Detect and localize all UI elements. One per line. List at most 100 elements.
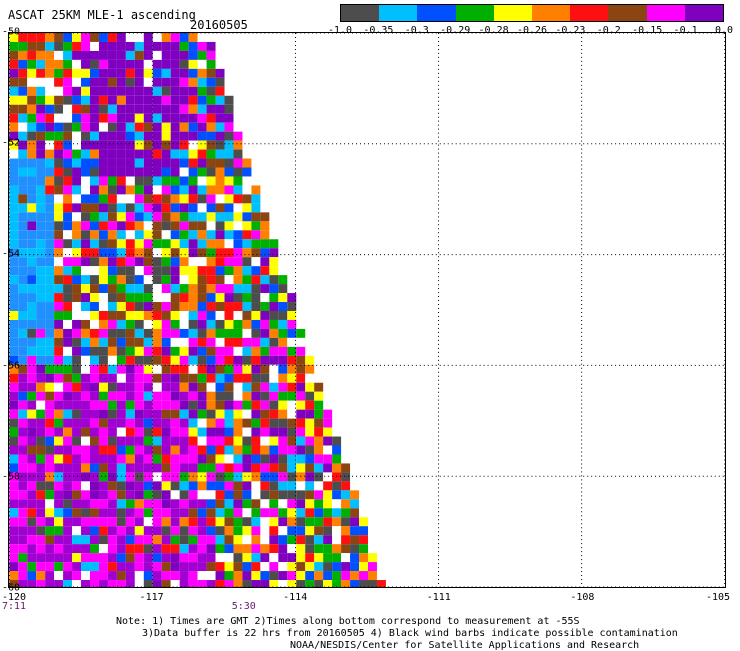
swath-cell xyxy=(18,41,28,51)
swath-cell xyxy=(215,302,225,311)
swath-cell xyxy=(197,562,207,572)
swath-cell xyxy=(81,391,90,401)
swath-cell xyxy=(107,535,117,545)
swath-cell xyxy=(9,535,19,545)
swath-cell xyxy=(54,409,64,419)
swath-cell xyxy=(206,544,216,554)
swath-cell xyxy=(206,508,216,518)
swath-cell xyxy=(72,463,82,473)
swath-cell xyxy=(98,328,108,338)
swath-cell xyxy=(251,212,261,222)
swath-cell xyxy=(143,382,153,392)
swath-cell xyxy=(215,526,225,536)
swath-cell xyxy=(251,391,261,401)
swath-cell xyxy=(197,481,207,491)
swath-cell xyxy=(269,364,279,374)
swath-cell xyxy=(63,302,73,311)
swath-cell xyxy=(278,293,288,303)
swath-cell xyxy=(179,68,189,78)
swath-cell xyxy=(287,346,297,356)
swath-cell xyxy=(305,454,315,464)
swath-cell xyxy=(45,212,55,222)
swath-cell xyxy=(18,463,28,473)
swath-cell xyxy=(36,185,46,195)
swath-cell xyxy=(161,131,171,141)
colorbar-segment xyxy=(608,5,647,21)
swath-cell xyxy=(269,490,279,500)
swath-cell xyxy=(63,158,73,168)
swath-cell xyxy=(278,391,288,401)
swath-cell xyxy=(18,212,28,222)
swath-cell xyxy=(179,436,189,446)
swath-cell xyxy=(224,391,234,401)
swath-cell xyxy=(269,328,279,338)
swath-cell xyxy=(152,239,162,249)
swath-cell xyxy=(233,337,243,347)
swath-cell xyxy=(125,302,135,311)
swath-cell xyxy=(215,580,225,587)
swath-cell xyxy=(90,275,99,285)
swath-cell xyxy=(269,463,279,473)
swath-cell xyxy=(9,33,19,42)
swath-cell xyxy=(332,544,342,554)
swath-cell xyxy=(18,346,28,356)
swath-cell xyxy=(260,409,270,419)
swath-cell xyxy=(197,400,207,410)
swath-cell xyxy=(233,562,243,572)
swath-cell xyxy=(314,463,324,473)
swath-cell xyxy=(45,158,55,168)
swath-cell xyxy=(45,203,55,213)
swath-cell xyxy=(72,68,82,78)
swath-cell xyxy=(305,427,315,437)
swath-cell xyxy=(81,580,90,587)
swath-cell xyxy=(90,535,99,545)
swath-cell xyxy=(170,382,180,392)
swath-cell xyxy=(152,158,162,168)
swath-cell xyxy=(242,185,252,195)
swath-cell xyxy=(287,562,297,572)
swath-cell xyxy=(260,571,270,581)
swath-cell xyxy=(206,257,216,267)
swath-cell xyxy=(296,580,306,587)
swath-cell xyxy=(206,212,216,222)
swath-cell xyxy=(161,266,171,276)
swath-cell xyxy=(72,203,82,213)
swath-cell xyxy=(45,131,55,141)
swath-cell xyxy=(197,355,207,365)
swath-cell xyxy=(18,310,28,320)
swath-cell xyxy=(251,248,261,258)
swath-cell xyxy=(134,113,144,123)
swath-cell xyxy=(116,355,126,365)
swath-cell xyxy=(107,427,117,437)
swath-cell xyxy=(323,508,333,518)
swath-cell xyxy=(90,95,99,105)
swath-cell xyxy=(98,562,108,572)
swath-cell xyxy=(170,481,180,491)
swath-cell xyxy=(233,302,243,311)
swath-cell xyxy=(81,562,90,572)
swath-cell xyxy=(9,77,19,87)
swath-cell xyxy=(296,346,306,356)
swath-cell xyxy=(36,248,46,258)
swath-cell xyxy=(314,436,324,446)
swath-cell xyxy=(107,436,117,446)
swath-cell xyxy=(9,463,19,473)
swath-cell xyxy=(224,418,234,428)
swath-cell xyxy=(170,194,180,204)
swath-cell xyxy=(287,293,297,303)
swath-cell xyxy=(287,319,297,329)
swath-cell xyxy=(278,364,288,374)
swath-cell xyxy=(206,472,216,482)
swath-cell xyxy=(341,463,351,473)
swath-cell xyxy=(152,346,162,356)
swath-cell xyxy=(323,517,333,527)
swath-cell xyxy=(152,508,162,518)
swath-cell xyxy=(260,562,270,572)
swath-cell xyxy=(116,346,126,356)
swath-cell xyxy=(269,544,279,554)
swath-cell xyxy=(90,454,99,464)
swath-cell xyxy=(197,553,207,563)
swath-cell xyxy=(251,400,261,410)
swath-cell xyxy=(81,113,90,123)
swath-cell xyxy=(143,409,153,419)
